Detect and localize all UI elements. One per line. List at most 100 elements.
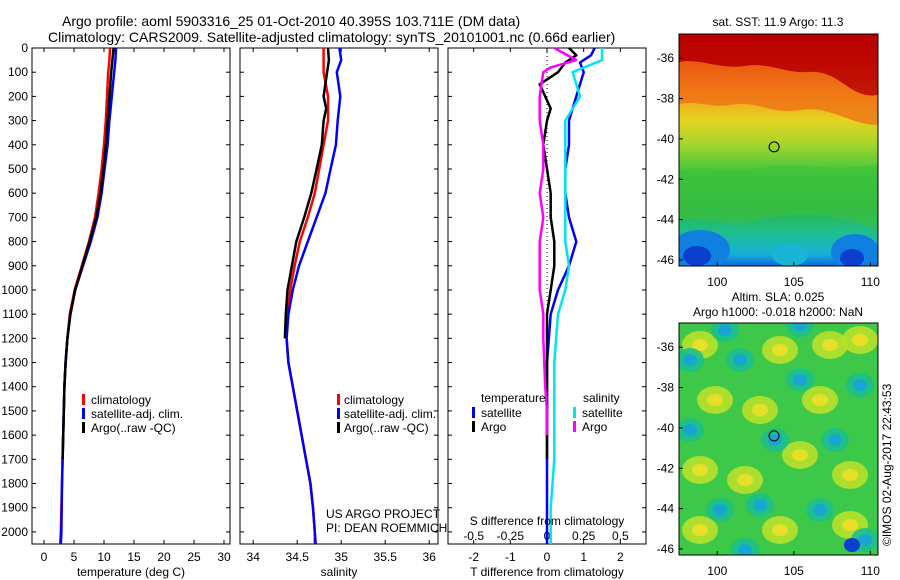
legend-label-climatology: climatology	[344, 393, 404, 407]
figure-title-line2: Climatology: CARS2009. Satellite-adjuste…	[48, 29, 615, 45]
series-line-climatology	[58, 47, 112, 545]
legend-label-s-argo: Argo	[582, 420, 608, 434]
series-line-argo-raw-qc-	[61, 47, 115, 460]
imos-stamp: ©IMOS 02-Aug-2017 22:43:53	[880, 383, 894, 546]
t-difference-xlabel: T difference from climatology	[470, 565, 624, 579]
legend-label-s-satellite: satellite	[582, 406, 623, 420]
x-tick-label: 34.5	[286, 550, 310, 564]
legend-swatch-satellite	[82, 408, 85, 419]
depth-tick-label: 1300	[1, 356, 28, 370]
depth-tick-label: 200	[8, 89, 28, 103]
sla-map-frame	[678, 322, 879, 556]
series-line-satellite	[549, 48, 604, 544]
temperature-plot: 0100200300400500600700800900100011001200…	[1, 41, 231, 564]
map-x-tick-label: 100	[707, 275, 727, 289]
x-tick-label: 15	[127, 550, 141, 564]
depth-tick-label: 500	[8, 162, 28, 176]
depth-tick-label: 0	[21, 41, 28, 55]
x-tick-label: 35.5	[374, 550, 398, 564]
x-tick-label: 20	[157, 550, 171, 564]
map-y-tick-label: -46	[657, 542, 675, 556]
depth-tick-label: 1200	[1, 331, 28, 345]
depth-tick-label: 700	[8, 210, 28, 224]
x-tick-label: -1	[505, 550, 516, 564]
x-tick-label: 1	[580, 550, 587, 564]
sla-map-title: Altim. SLA: 0.025	[732, 290, 825, 304]
depth-tick-label: 1700	[1, 452, 28, 466]
figure-title-line1: Argo profile: aoml 5903316_25 01-Oct-201…	[62, 13, 520, 29]
map-x-tick-label: 105	[784, 275, 804, 289]
legend-swatch-s-satellite	[573, 407, 576, 418]
depth-tick-label: 900	[8, 259, 28, 273]
legend-label-t-argo: Argo	[481, 420, 507, 434]
map-y-tick-label: -42	[657, 172, 675, 186]
map-y-tick-label: -38	[657, 92, 675, 106]
x-tick-label: 10	[97, 550, 111, 564]
map-y-tick-label: -40	[657, 421, 675, 435]
sst-map-frame	[678, 33, 879, 267]
map-x-tick-label: 105	[784, 564, 804, 578]
series-line-argo-raw-qc-	[283, 47, 331, 339]
legend-swatch-climatology	[82, 394, 85, 405]
map-y-tick-label: -42	[657, 461, 675, 475]
temperature-legend: climatology satellite-adj. clim. Argo(..…	[82, 393, 183, 435]
legend-swatch-argo	[82, 422, 85, 433]
salinity-plot: 34 34.5 35 35.5 36	[240, 47, 438, 564]
depth-tick-label: 1900	[1, 501, 28, 515]
legend-swatch-satellite	[337, 408, 340, 419]
map-y-tick-label: -36	[657, 51, 675, 65]
temperature-panel-frame	[31, 47, 231, 545]
legend-header-temperature: temperature	[481, 391, 546, 405]
legend-swatch-argo	[337, 422, 340, 433]
legend-label-satellite: satellite-adj. clim.	[91, 407, 183, 421]
legend-swatch-s-argo	[573, 421, 576, 432]
pi-credit: PI: DEAN ROEMMICH	[326, 521, 447, 535]
legend-label-t-satellite: satellite	[481, 406, 522, 420]
x-tick-label: 0	[41, 550, 48, 564]
sla-map-subtitle: Argo h1000: -0.018 h2000: NaN	[693, 305, 863, 319]
depth-tick-label: 1000	[1, 283, 28, 297]
salinity-xlabel: salinity	[321, 565, 358, 579]
argo-location-marker	[768, 141, 780, 153]
argo-location-marker	[768, 430, 780, 442]
depth-tick-label: 300	[8, 114, 28, 128]
legend-label-satellite: satellite-adj. clim.	[344, 407, 436, 421]
sla-map-axes: 100 105 110 -36 -38 -40 -42 -44 -46	[657, 340, 881, 578]
legend-label-argo: Argo(..raw -QC)	[91, 421, 176, 435]
map-y-tick-label: -46	[657, 253, 675, 267]
legend-label-climatology: climatology	[91, 393, 151, 407]
depth-tick-label: 2000	[1, 525, 28, 539]
salinity-panel-frame	[239, 47, 439, 545]
series-line-argo	[538, 46, 578, 436]
depth-tick-label: 1800	[1, 477, 28, 491]
depth-tick-label: 1100	[2, 307, 28, 321]
depth-tick-label: 400	[8, 138, 28, 152]
legend-swatch-t-satellite	[472, 407, 475, 418]
sst-map-title: sat. SST: 11.9 Argo: 11.3	[713, 15, 844, 29]
s-diff-tick-label: 0.5	[612, 529, 629, 543]
map-x-tick-label: 110	[861, 564, 880, 578]
map-y-tick-label: -38	[657, 381, 675, 395]
map-x-tick-label: 100	[707, 564, 727, 578]
depth-tick-label: 800	[8, 235, 28, 249]
map-y-tick-label: -44	[657, 502, 675, 516]
x-tick-label: 2	[617, 550, 624, 564]
x-tick-label: 34	[247, 550, 261, 564]
s-difference-xlabel: S difference from climatology	[470, 514, 625, 528]
map-y-tick-label: -40	[657, 132, 675, 146]
legend-header-salinity: salinity	[583, 391, 620, 405]
depth-tick-label: 1500	[1, 404, 28, 418]
series-line-satellite-adj-clim-	[285, 47, 343, 545]
s-diff-tick-label: -0.25	[497, 529, 525, 543]
s-diff-tick-label: 0.25	[572, 529, 596, 543]
x-tick-label: -2	[468, 550, 479, 564]
series-line-argo	[538, 47, 578, 460]
sst-map-axes: 100 105 110 -36 -38 -40 -42 -44 -46	[657, 51, 881, 289]
difference-legend: temperature salinity satellite Argo sate…	[472, 391, 623, 434]
depth-tick-label: 600	[8, 186, 28, 200]
legend-label-argo: Argo(..raw -QC)	[344, 421, 429, 435]
map-y-tick-label: -36	[657, 340, 675, 354]
s-diff-tick-label: -0.5	[463, 529, 484, 543]
x-tick-label: 5	[71, 550, 78, 564]
